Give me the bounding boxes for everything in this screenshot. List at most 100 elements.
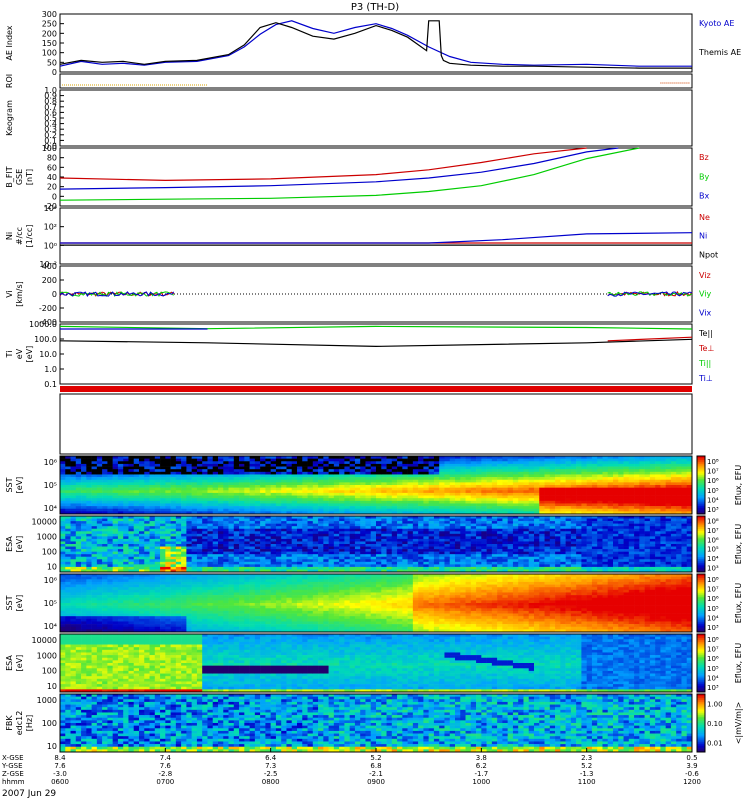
spectrogram-cell	[523, 463, 530, 467]
spectrogram-cell	[476, 508, 482, 512]
spectrogram-cell	[75, 458, 82, 462]
spectrogram-cell	[423, 533, 429, 537]
spectrogram-cell	[449, 531, 456, 535]
spectrogram-cell	[212, 544, 219, 547]
spectrogram-cell	[302, 471, 308, 475]
spectrogram-cell	[544, 479, 551, 483]
spectrogram-cell	[465, 556, 472, 560]
spectrogram-cell	[476, 466, 482, 470]
spectrogram-cell	[518, 523, 524, 527]
spectrogram-cell	[655, 508, 661, 512]
spectrogram-cell	[544, 482, 551, 486]
legend-entry: Themis AE	[698, 48, 741, 57]
spectrogram-cell	[623, 487, 630, 491]
spectrogram-cell	[644, 466, 651, 470]
spectrogram-cell	[602, 479, 609, 483]
spectrogram-cell	[639, 503, 645, 507]
spectrogram-cell	[191, 544, 198, 547]
spectrogram-cell	[360, 487, 366, 491]
spectrogram-cell	[196, 471, 203, 475]
spectrogram-cell	[354, 564, 361, 568]
spectrogram-cell	[212, 523, 219, 527]
spectrogram-cell	[376, 503, 382, 507]
spectrogram-cell	[565, 518, 572, 522]
spectrogram-cell	[486, 456, 493, 459]
spectrogram-cell	[275, 466, 282, 470]
spectrogram-cell	[444, 461, 451, 465]
spectrogram-cell	[570, 544, 577, 547]
spectrogram-cell	[60, 466, 66, 470]
spectrogram-cell	[102, 549, 108, 552]
spectrogram-cell	[96, 564, 103, 568]
spectrogram-cell	[102, 463, 108, 467]
spectrogram-cell	[218, 506, 224, 510]
spectrogram-cell	[433, 482, 440, 486]
spectrogram-cell	[75, 561, 82, 565]
spectrogram-cell	[381, 556, 387, 560]
spectrogram-cell	[223, 554, 229, 558]
spectrogram-cell	[444, 456, 451, 459]
spectrogram-cell	[260, 485, 266, 488]
spectrogram-cell	[181, 458, 187, 462]
spectrogram-cell	[233, 551, 240, 555]
spectrogram-cell	[323, 487, 329, 491]
spectrogram-cell	[239, 506, 245, 510]
spectrogram-cell	[544, 495, 551, 499]
spectrogram-cell	[339, 469, 345, 473]
spectrogram-cell	[281, 479, 287, 483]
spectrogram-cell	[670, 479, 677, 483]
spectrogram-cell	[676, 503, 682, 507]
spectrogram-cell	[323, 498, 329, 502]
spectrogram-cell	[228, 456, 235, 459]
spectrogram-cell	[344, 511, 350, 515]
spectrogram-cell	[491, 518, 498, 522]
spectrogram-cell	[254, 546, 261, 550]
spectrogram-cell	[175, 561, 182, 565]
spectrogram-cell	[160, 506, 166, 510]
spectrogram-cell	[528, 487, 535, 491]
spectrogram-cell	[449, 546, 456, 550]
spectrogram-cell	[539, 492, 545, 496]
spectrogram-cell	[223, 487, 229, 491]
spectrogram-cell	[518, 506, 524, 510]
spectrogram-cell	[402, 508, 408, 512]
spectrogram-cell	[644, 471, 651, 475]
spectrogram-cell	[65, 495, 71, 499]
spectrogram-cell	[60, 521, 66, 524]
spectrogram-cell	[275, 526, 282, 530]
spectrogram-cell	[512, 495, 519, 499]
spectrogram-cell	[491, 500, 498, 504]
spectrogram-cell	[397, 456, 403, 459]
spectrogram-cell	[570, 549, 577, 552]
spectrogram-cell	[423, 518, 429, 522]
spectrogram-cell	[133, 544, 140, 547]
spectrogram-cell	[133, 546, 140, 550]
spectrogram-cell	[433, 546, 440, 550]
spectrogram-cell	[117, 487, 124, 491]
spectrogram-cell	[397, 477, 403, 481]
spectrogram-cell	[202, 471, 208, 475]
spectrogram-cell	[623, 461, 630, 465]
spectrogram-cell	[275, 518, 282, 522]
spectrogram-cell	[465, 564, 472, 568]
colorbar-segment	[697, 504, 705, 507]
spectrogram-cell	[444, 531, 451, 535]
spectrogram-cell	[196, 506, 203, 510]
spectrogram-cell	[202, 516, 208, 519]
y-tick-label: 50	[47, 58, 57, 67]
spectrogram-cell	[112, 523, 119, 527]
spectrogram-cell	[249, 561, 256, 565]
spectrogram-cell	[70, 506, 77, 510]
spectrogram-cell	[360, 564, 366, 568]
spectrogram-cell	[428, 456, 435, 459]
spectrogram-cell	[139, 471, 145, 475]
spectrogram-cell	[576, 458, 582, 462]
spectrogram-cell	[491, 503, 498, 507]
spectrogram-cell	[244, 458, 250, 462]
spectrogram-cell	[460, 498, 466, 502]
spectrogram-cell	[91, 546, 98, 550]
spectrogram-cell	[565, 521, 572, 524]
spectrogram-cell	[323, 500, 329, 504]
spectrogram-cell	[75, 463, 82, 467]
spectrogram-cell	[444, 546, 451, 550]
